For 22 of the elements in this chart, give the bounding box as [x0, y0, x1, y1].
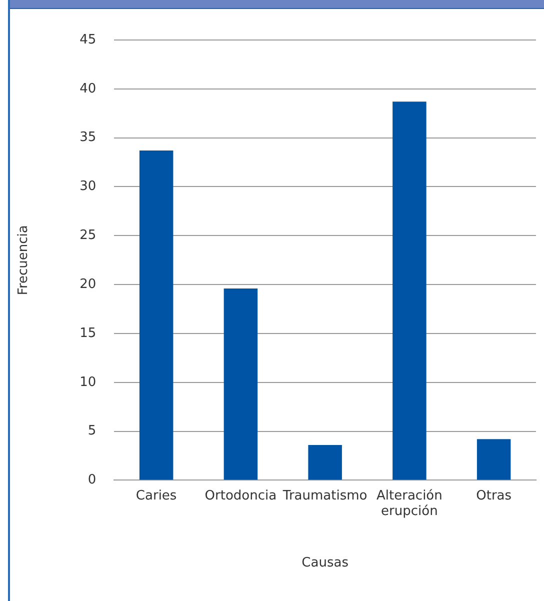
- y-tick-label: 25: [80, 228, 96, 244]
- bar: [392, 102, 426, 480]
- y-tick-label: 0: [88, 472, 96, 488]
- y-tick-label: 5: [88, 424, 96, 439]
- y-axis-title: Frecuencia: [16, 225, 32, 296]
- x-axis-title: Causas: [302, 556, 349, 571]
- y-tick-label: 20: [80, 276, 96, 292]
- y-tick-label: 35: [80, 130, 96, 146]
- y-tick-label: 10: [80, 374, 96, 390]
- x-tick-label: Alteración erupción: [376, 488, 442, 519]
- bar: [224, 288, 258, 480]
- x-tick-label: Caries: [136, 488, 177, 504]
- y-tick-label: 45: [80, 32, 96, 48]
- y-tick-label: 30: [80, 179, 96, 194]
- x-tick-label: Traumatismo: [282, 488, 368, 504]
- bar: [308, 444, 342, 480]
- y-tick-label: 15: [80, 326, 96, 341]
- x-tick-label: Otras: [476, 488, 512, 504]
- y-tick-label: 40: [80, 81, 96, 96]
- bar: [476, 439, 511, 480]
- bar: [139, 150, 174, 480]
- x-tick-label: Ortodoncia: [204, 488, 277, 504]
